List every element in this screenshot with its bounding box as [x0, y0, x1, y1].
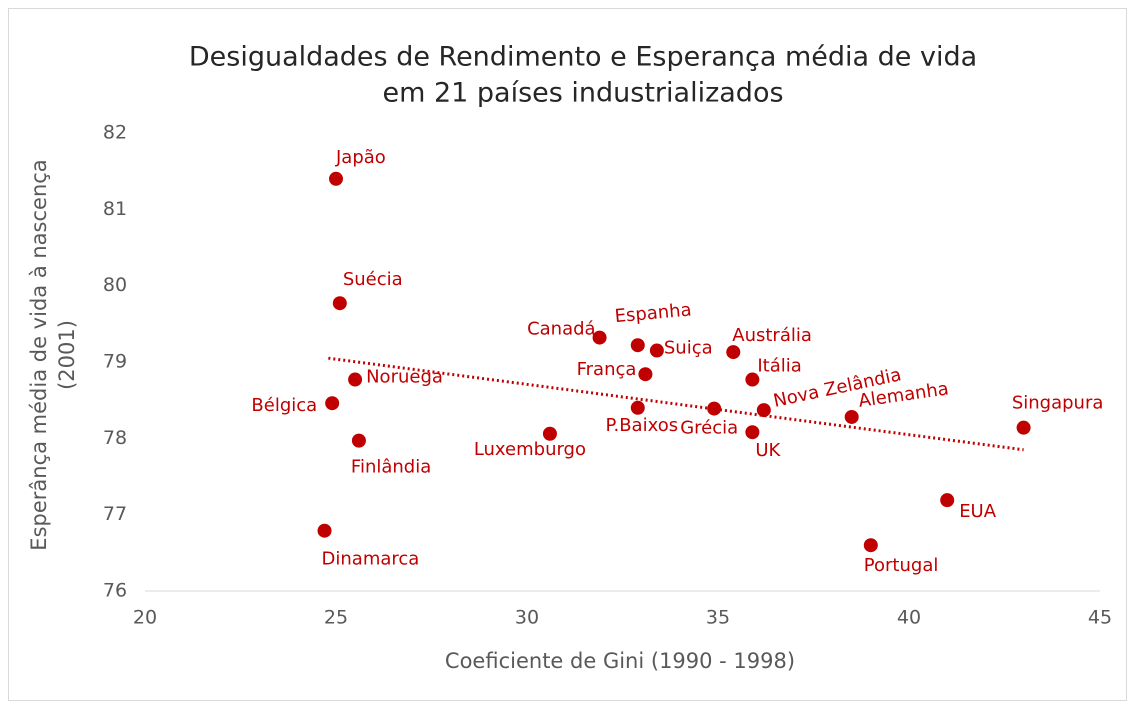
point-label: Luxemburgo [474, 439, 586, 460]
y-tick-label: 76 [103, 580, 127, 602]
point-label: Singapura [1012, 393, 1104, 414]
point [329, 171, 343, 186]
point [317, 523, 332, 538]
point [630, 338, 645, 353]
point [592, 330, 607, 345]
x-axis-title: Coeficiente de Gini (1990 - 1998) [445, 649, 795, 673]
point-label: Dinamarca [322, 549, 420, 570]
point [542, 426, 557, 441]
y-tick-label: 81 [103, 198, 127, 220]
point-label: Portugal [864, 555, 939, 576]
point [707, 401, 722, 416]
y-axis-title: Esperânça média de vida à nascença [27, 159, 51, 550]
point-label: EUA [959, 501, 997, 522]
y-axis-title-group: Esperânça média de vida à nascença (2001… [27, 159, 79, 550]
chart-frame [8, 8, 1127, 701]
x-tick-label: 45 [1088, 607, 1112, 629]
point-label: Itália [757, 356, 801, 377]
y-tick-label: 78 [103, 427, 127, 449]
x-tick-label: 30 [515, 607, 539, 629]
point [863, 538, 878, 553]
point-label: P.Baixos [605, 415, 678, 436]
y-tick-label: 77 [103, 503, 127, 525]
chart-title: em 21 países industrializados [382, 78, 783, 109]
point [940, 493, 955, 508]
point [325, 396, 340, 411]
y-tick-label: 79 [103, 351, 127, 373]
point-label: Japão [335, 147, 386, 168]
point-label: Canadá [527, 319, 596, 340]
point [351, 433, 366, 448]
trendline [328, 356, 1024, 452]
point [1016, 420, 1031, 435]
point-label: Finlândia [351, 457, 431, 478]
y-axis-title: (2001) [55, 320, 79, 390]
point-label: França [577, 359, 637, 380]
point-label: Austrália [732, 325, 812, 346]
point [756, 403, 771, 418]
point-label: Suiça [664, 338, 713, 359]
point [844, 409, 859, 424]
point-label: Suécia [343, 269, 403, 290]
point-label: Noruega [366, 367, 443, 388]
point [745, 372, 760, 387]
y-tick-label: 80 [103, 274, 127, 296]
point [649, 343, 664, 358]
point [332, 296, 347, 311]
point-label: Grécia [680, 418, 738, 439]
x-tick-label: 40 [897, 607, 921, 629]
y-tick-label: 82 [103, 122, 127, 144]
x-tick-label: 35 [706, 607, 730, 629]
x-tick-label: 25 [324, 607, 348, 629]
point [638, 367, 653, 382]
point [348, 372, 363, 387]
chart-title: Desigualdades de Rendimento e Esperança … [189, 42, 977, 73]
x-tick-label: 20 [133, 607, 157, 629]
point [726, 345, 741, 360]
point-label: UK [755, 440, 781, 461]
point-label: Bélgica [251, 395, 317, 416]
point [630, 400, 645, 415]
point [745, 425, 760, 440]
